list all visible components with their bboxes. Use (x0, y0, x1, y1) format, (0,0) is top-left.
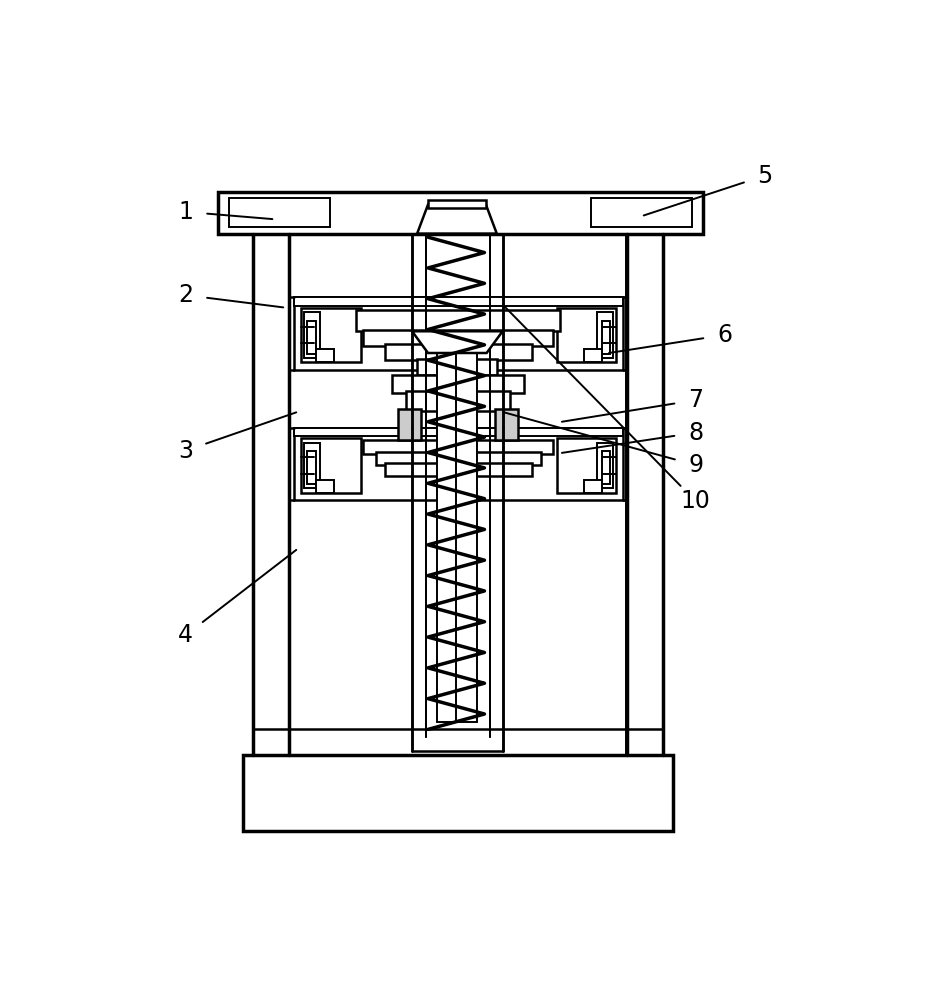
Polygon shape (412, 331, 502, 353)
Bar (307, 321, 316, 354)
Bar (219, 192, 703, 234)
Bar (304, 312, 320, 358)
Bar (417, 359, 497, 375)
Text: 6: 6 (717, 323, 732, 347)
Text: 3: 3 (178, 439, 193, 463)
Bar (437, 353, 477, 722)
Bar (584, 349, 601, 362)
Bar (428, 200, 486, 208)
Bar (229, 198, 331, 227)
Bar (294, 297, 624, 370)
Bar (363, 440, 553, 454)
Bar (591, 198, 692, 227)
Text: 10: 10 (681, 489, 711, 513)
Bar (598, 443, 614, 488)
Bar (495, 409, 518, 440)
Text: 1: 1 (178, 200, 193, 224)
Text: 9: 9 (688, 453, 703, 477)
Bar (307, 451, 316, 484)
Bar (385, 463, 531, 476)
Bar (363, 330, 553, 346)
Bar (557, 308, 616, 362)
Bar (304, 443, 320, 488)
Bar (375, 452, 541, 465)
Bar (294, 297, 624, 306)
Bar (316, 349, 334, 362)
Text: 7: 7 (688, 388, 703, 412)
Bar (294, 428, 624, 500)
Bar (398, 409, 421, 440)
Text: 2: 2 (178, 283, 193, 307)
Bar (356, 310, 560, 331)
Polygon shape (417, 205, 497, 234)
Bar (584, 480, 601, 493)
Text: 8: 8 (688, 421, 703, 445)
Bar (302, 438, 361, 493)
Text: 5: 5 (757, 164, 772, 188)
Bar (385, 344, 531, 360)
Bar (316, 480, 334, 493)
Text: 4: 4 (178, 623, 193, 647)
Bar (557, 438, 616, 493)
Bar (601, 321, 611, 354)
Bar (392, 375, 524, 393)
Bar (598, 312, 614, 358)
Bar (244, 755, 672, 831)
Bar (601, 451, 611, 484)
Bar (406, 391, 510, 411)
Bar (302, 308, 361, 362)
Bar (294, 428, 624, 436)
